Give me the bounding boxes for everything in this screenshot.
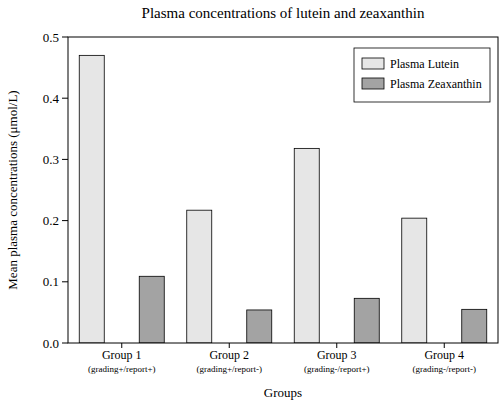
plot-frame <box>68 37 498 343</box>
y-tick-label: 0.2 <box>43 213 59 228</box>
legend-label: Plasma Zeaxanthin <box>390 77 482 91</box>
y-tick-label: 0.4 <box>43 91 60 106</box>
y-tick <box>62 343 68 344</box>
legend-swatch <box>362 58 384 69</box>
x-axis-label: Groups <box>264 385 302 400</box>
bar <box>462 309 487 343</box>
bar <box>139 276 164 343</box>
bar <box>354 298 379 343</box>
y-tick <box>62 37 68 38</box>
y-tick <box>62 98 68 99</box>
y-tick <box>62 281 68 282</box>
y-tick-label: 0.1 <box>43 274 59 289</box>
x-tick-label: Group 2(grading+/report-) <box>196 348 262 374</box>
legend-frame <box>354 48 490 102</box>
title: Plasma concentrations of lutein and zeax… <box>142 5 425 21</box>
y-axis-label: Mean plasma concentrations (μmol/L) <box>5 90 20 289</box>
y-tick <box>62 220 68 221</box>
y-tick <box>62 159 68 160</box>
bar <box>402 218 427 343</box>
chart: Plasma concentrations of lutein and zeax… <box>0 0 500 403</box>
bar <box>79 55 104 343</box>
y-tick-label: 0.0 <box>43 336 59 351</box>
x-tick-label: Group 1(grading+/report+) <box>88 348 156 374</box>
legend-swatch <box>362 78 384 89</box>
bar <box>187 210 212 343</box>
y-tick-label: 0.5 <box>43 30 59 45</box>
x-tick-label: Group 4(grading-/report-) <box>413 348 476 374</box>
legend-label: Plasma Lutein <box>390 57 459 71</box>
bar <box>294 148 319 343</box>
y-tick-label: 0.3 <box>43 152 59 167</box>
bar <box>247 310 272 343</box>
legend: Plasma Lutein Plasma Zeaxanthin <box>354 48 490 102</box>
x-tick-label: Group 3(grading-/report+) <box>304 348 370 374</box>
